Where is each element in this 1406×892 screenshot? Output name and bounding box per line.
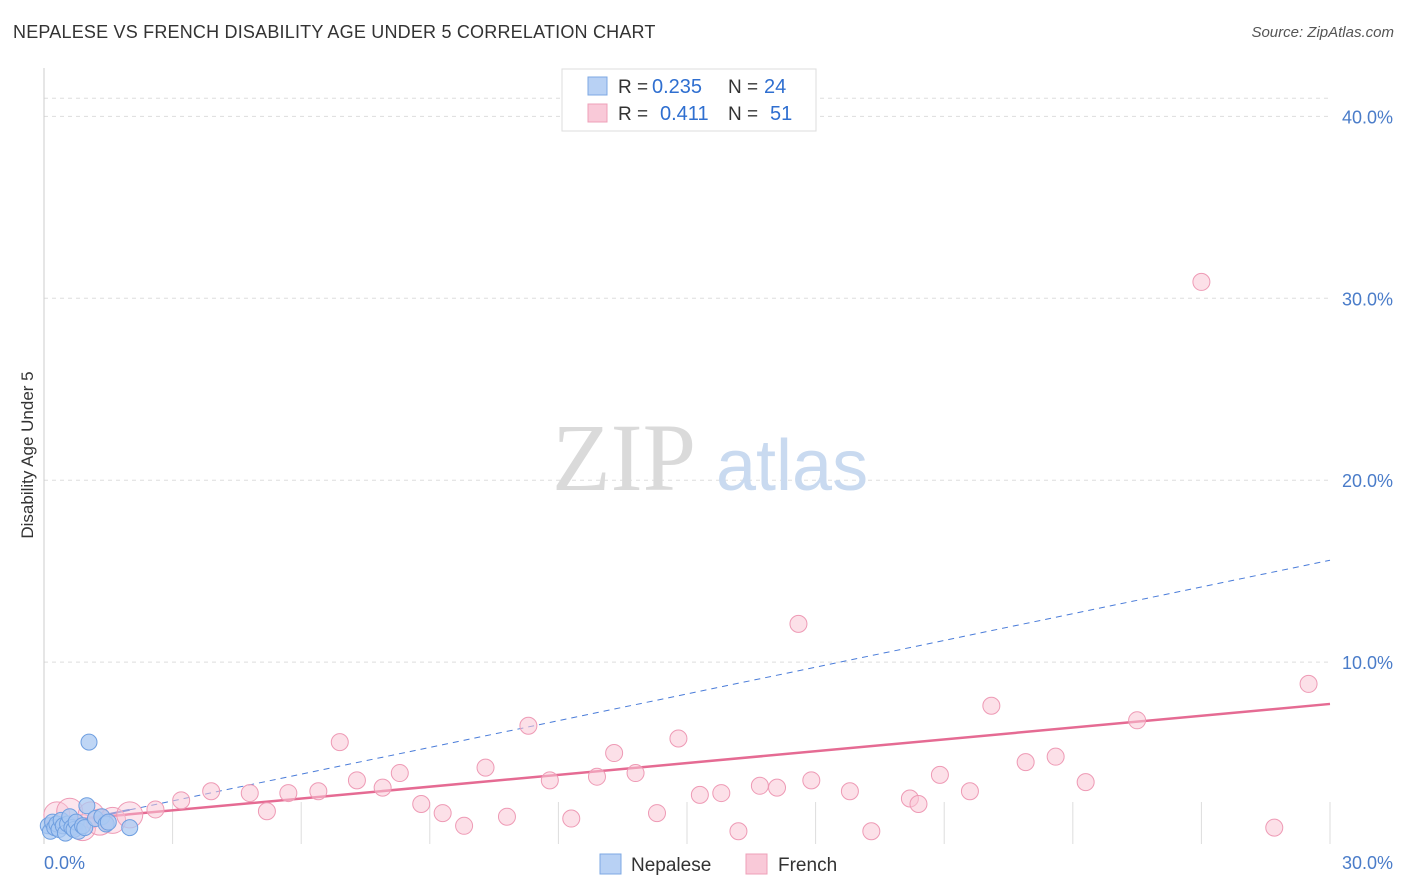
legend-n-label-nepalese: N = [728,77,758,98]
legend-n-label-french: N = [728,104,758,125]
legend-swatch-nepalese [587,76,608,96]
point-french [497,807,516,826]
point-french [330,733,349,752]
point-french [1265,818,1284,837]
point-french [1076,773,1095,792]
point-french [240,784,259,803]
point-french [202,782,221,801]
point-french [1046,747,1065,766]
point-french [455,816,474,835]
point-french [172,791,191,810]
point-french [960,782,979,801]
legend-n-value-french: 51 [770,103,792,125]
point-french [1299,674,1318,693]
y-tick-label: 20.0% [1342,471,1393,491]
x-tick-label: 0.0% [44,853,85,873]
point-french [412,794,431,813]
point-french [587,767,606,786]
bottom-legend-swatch-nepalese [599,853,622,875]
point-french [1192,272,1211,291]
point-french [1016,753,1035,772]
point-nepalese [80,733,98,751]
legend-r-label-nepalese: R = [618,77,648,98]
y-tick-label: 10.0% [1342,653,1393,673]
point-french [982,696,1001,715]
point-french [390,764,409,783]
legend-n-value-nepalese: 24 [764,76,786,98]
point-french [909,794,928,813]
point-french [712,784,731,803]
point-french [347,771,366,790]
point-french [562,809,581,828]
chart-title: NEPALESE VS FRENCH DISABILITY AGE UNDER … [13,22,656,42]
trendlines [43,559,1331,829]
point-french [789,614,808,633]
legend-r-label-french: R = [618,104,648,125]
point-french [768,778,787,797]
point-french [669,729,688,748]
legend-swatch-french [587,103,608,123]
point-nepalese [78,797,96,815]
gridlines [44,97,1330,663]
legend-r-value-french: 0.411 [660,103,709,125]
point-french [862,822,881,841]
point-french [647,804,666,823]
legend-box: R = 0.235 N = 24 R = 0.411 N = 51 [561,68,817,132]
trendline-french [43,702,1331,824]
point-french [146,800,165,819]
point-french [433,804,452,823]
point-french [690,785,709,804]
bottom-legend-swatch-french [745,853,768,875]
point-french [540,771,559,790]
source-label: Source: ZipAtlas.com [1251,24,1394,41]
y-axis-title: Disability Age Under 5 [18,371,37,538]
point-french [605,744,624,763]
trendline-nepalese-dashed [129,559,1331,811]
point-french [519,716,538,735]
point-french [1128,711,1147,730]
point-french [309,782,328,801]
point-french [476,758,495,777]
watermark-atlas: atlas [716,426,868,506]
y-tick-label: 30.0% [1342,289,1393,309]
bottom-legend-french: French [778,855,837,876]
y-tick-labels: 10.0% 20.0% 30.0% 40.0% [1342,107,1393,673]
point-french [626,764,645,783]
point-french [257,802,276,821]
point-french [840,782,859,801]
point-nepalese [121,819,139,837]
point-french [750,776,769,795]
y-tick-label: 40.0% [1342,107,1393,127]
point-nepalese [99,813,117,831]
bottom-legend-nepalese: Nepalese [631,855,711,876]
bottom-legend: Nepalese French [599,853,837,876]
point-french [802,771,821,790]
point-french [373,778,392,797]
data-points [39,272,1318,842]
legend-r-value-nepalese: 0.235 [652,76,702,98]
point-french [729,822,748,841]
x-axis-ticks [43,802,1331,844]
x-tick-labels: 0.0% 30.0% [44,853,1393,873]
x-tick-label: 30.0% [1342,853,1393,873]
point-french [930,765,949,784]
watermark-zip: ZIP [552,404,696,511]
point-french [279,784,298,803]
